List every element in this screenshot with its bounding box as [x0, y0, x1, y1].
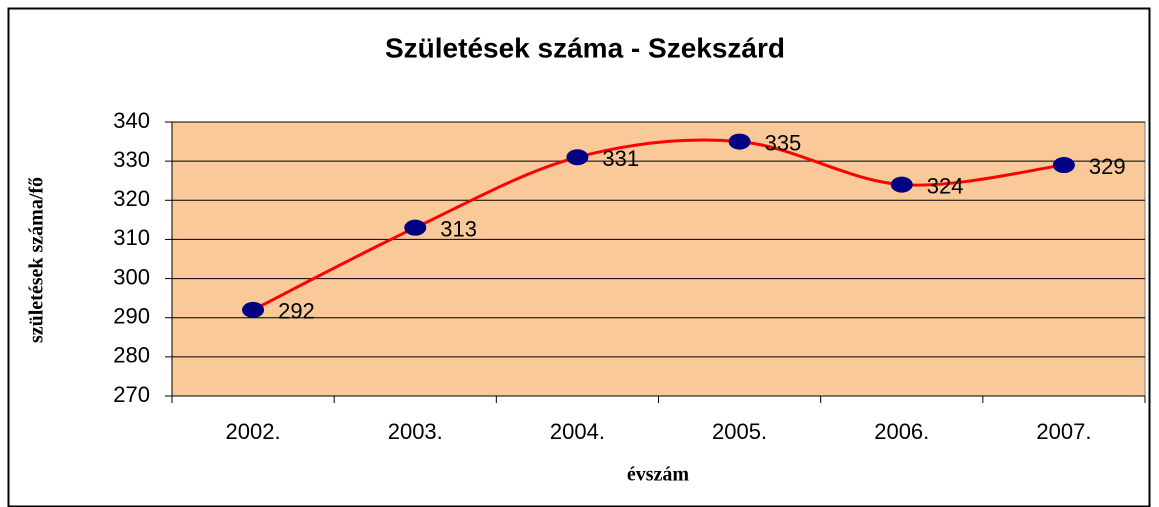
x-tick-label: 2005.: [712, 419, 767, 444]
y-tick-label: 270: [113, 382, 150, 407]
marker: [890, 176, 913, 193]
y-tick-label: 300: [113, 264, 150, 289]
x-axis-label: évszám: [627, 464, 690, 486]
y-tick-label: 330: [113, 147, 150, 172]
y-tick-label: 290: [113, 304, 150, 329]
data-label: 292: [278, 299, 315, 324]
marker: [1052, 157, 1075, 174]
y-tick-label: 340: [113, 108, 150, 133]
x-tick-label: 2003.: [388, 419, 443, 444]
marker: [728, 133, 751, 150]
data-label: 324: [927, 173, 964, 198]
y-tick-label: 320: [113, 186, 150, 211]
data-label: 313: [440, 216, 477, 241]
data-label: 331: [602, 146, 639, 171]
y-axis-label: születések száma/fő: [26, 177, 48, 343]
data-label: 335: [765, 130, 802, 155]
marker: [242, 301, 265, 318]
x-tick-label: 2006.: [874, 419, 929, 444]
marker: [404, 219, 427, 236]
y-tick-label: 310: [113, 225, 150, 250]
data-label: 329: [1089, 154, 1126, 179]
x-tick-label: 2007.: [1036, 419, 1091, 444]
x-tick-label: 2002.: [226, 419, 281, 444]
plot-area: [171, 121, 1146, 397]
x-tick-label: 2004.: [550, 419, 605, 444]
line: [252, 138, 1065, 312]
marker: [566, 149, 589, 166]
y-tick-label: 280: [113, 343, 150, 368]
chart-title: Születések száma - Szekszárd: [385, 32, 785, 63]
